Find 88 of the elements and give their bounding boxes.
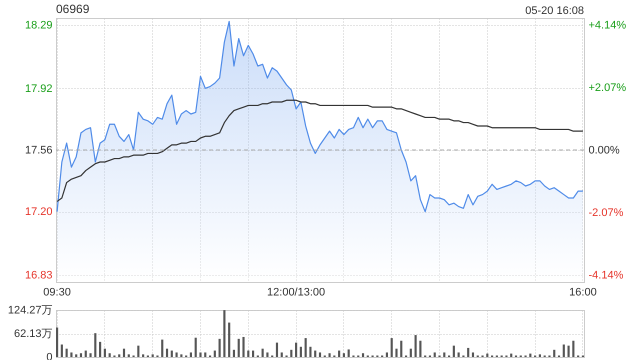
bar bbox=[75, 354, 78, 357]
bar bbox=[66, 348, 68, 357]
y2-tick-label: -4.14% bbox=[588, 269, 624, 282]
bar bbox=[486, 354, 488, 357]
bar bbox=[386, 352, 388, 357]
bar bbox=[414, 335, 417, 357]
line-series bbox=[56, 100, 584, 202]
bar bbox=[122, 348, 126, 357]
bar bbox=[194, 338, 197, 357]
bar bbox=[434, 352, 436, 357]
bar bbox=[309, 346, 312, 357]
bar bbox=[238, 338, 240, 357]
x-tick-label: 16:00 bbox=[569, 286, 597, 298]
bar bbox=[529, 354, 532, 357]
bar bbox=[400, 340, 402, 357]
bar bbox=[318, 352, 322, 357]
bar bbox=[300, 346, 302, 357]
y2-tick-label: +2.07% bbox=[588, 82, 626, 94]
bar bbox=[204, 352, 206, 357]
bar bbox=[458, 352, 460, 357]
bar bbox=[104, 348, 106, 357]
x-tick-label: 09:30 bbox=[43, 286, 71, 298]
x-tick-label: 12:00/13:00 bbox=[267, 286, 326, 298]
bar bbox=[510, 354, 512, 357]
y-tick-label: 18.29 bbox=[24, 19, 52, 32]
bar bbox=[266, 352, 268, 357]
bar bbox=[170, 350, 173, 357]
bar bbox=[99, 342, 102, 357]
bar bbox=[572, 340, 574, 357]
bar bbox=[166, 348, 168, 357]
bar bbox=[84, 350, 87, 357]
bar bbox=[395, 348, 398, 357]
bar bbox=[232, 350, 236, 357]
bar bbox=[214, 350, 216, 357]
chart-title: 06969 bbox=[56, 2, 90, 16]
bar bbox=[223, 310, 226, 357]
y2-tick-label: -2.07% bbox=[588, 206, 624, 219]
bar bbox=[137, 346, 140, 357]
bar bbox=[290, 350, 292, 357]
bar bbox=[56, 328, 58, 357]
bar bbox=[276, 342, 278, 357]
bar bbox=[60, 344, 63, 357]
bar bbox=[242, 336, 245, 357]
y-tick-label: 124.27万 bbox=[8, 304, 52, 316]
y-tick-label: 16.83 bbox=[24, 270, 52, 282]
bar bbox=[419, 340, 422, 357]
bar bbox=[467, 348, 470, 357]
bar bbox=[390, 338, 393, 357]
bar bbox=[338, 350, 340, 357]
bar bbox=[108, 353, 111, 357]
bar bbox=[199, 352, 202, 357]
bar bbox=[128, 354, 130, 357]
bar bbox=[295, 342, 298, 357]
bar bbox=[568, 346, 570, 357]
bar bbox=[328, 353, 331, 357]
bar bbox=[70, 352, 72, 357]
bar bbox=[190, 352, 192, 357]
bar bbox=[342, 353, 345, 357]
bar bbox=[80, 353, 82, 357]
bar bbox=[362, 353, 364, 357]
bar bbox=[118, 354, 120, 357]
bar bbox=[252, 350, 254, 357]
y-tick-label: 17.20 bbox=[24, 206, 52, 218]
y-tick-label: 17.56 bbox=[24, 144, 52, 156]
bar bbox=[410, 348, 412, 357]
bar bbox=[161, 340, 164, 357]
bar bbox=[348, 349, 350, 357]
y2-tick-label: +4.14% bbox=[588, 20, 626, 32]
bar bbox=[89, 353, 92, 357]
bar bbox=[247, 350, 250, 357]
bar bbox=[228, 322, 230, 357]
text: 05-20 16:08 bbox=[525, 5, 584, 17]
bar bbox=[280, 352, 283, 357]
bar bbox=[562, 344, 565, 357]
bar bbox=[304, 338, 307, 357]
bar bbox=[262, 348, 264, 357]
bar bbox=[314, 350, 316, 357]
bar bbox=[152, 354, 154, 357]
y-tick-label: 62.13万 bbox=[14, 328, 52, 340]
bar bbox=[452, 346, 455, 357]
bar bbox=[218, 338, 221, 357]
bar bbox=[443, 352, 446, 357]
bar bbox=[94, 333, 96, 357]
y2-tick-label: 0.00% bbox=[588, 144, 620, 156]
bar bbox=[472, 352, 474, 357]
bar bbox=[176, 352, 178, 357]
y-tick-label: 17.92 bbox=[24, 82, 52, 95]
bar bbox=[553, 350, 556, 357]
